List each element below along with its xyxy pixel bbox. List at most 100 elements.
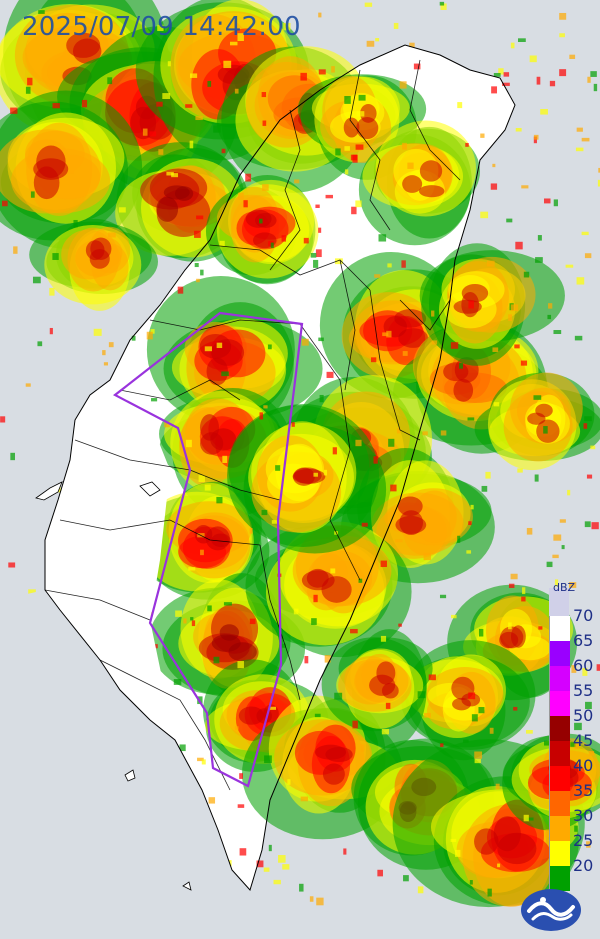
radar-echo <box>156 196 179 222</box>
radar-echo-speck <box>440 3 447 10</box>
legend-swatch <box>549 691 570 716</box>
radar-echo-speck <box>547 314 552 320</box>
radar-echo-speck <box>200 269 204 276</box>
radar-echo-speck <box>150 329 155 334</box>
radar-echo-speck <box>381 728 390 735</box>
radar-echo-speck <box>534 474 539 482</box>
radar-echo <box>453 378 474 402</box>
radar-echo-speck <box>431 340 438 345</box>
radar-echo-speck <box>569 54 576 59</box>
radar-echo-speck <box>301 338 309 346</box>
radar-echo-speck <box>149 131 157 137</box>
radar-echo-speck <box>171 173 179 178</box>
legend-swatch <box>549 616 570 641</box>
radar-echo-speck <box>468 300 474 309</box>
radar-echo <box>314 744 347 760</box>
radar-echo-speck <box>399 81 407 89</box>
radar-echo-speck <box>167 61 171 67</box>
radar-echo-speck <box>493 72 501 77</box>
radar-echo <box>474 828 499 855</box>
radar-echo-speck <box>158 149 164 155</box>
radar-echo-speck <box>471 714 478 722</box>
radar-echo-speck <box>422 431 428 436</box>
radar-echo-speck <box>355 439 362 447</box>
radar-echo-speck <box>238 192 244 200</box>
radar-echo-speck <box>263 405 268 409</box>
radar-echo-speck <box>358 94 366 101</box>
radar-echo-speck <box>537 235 542 241</box>
legend-label: 70 <box>573 606 594 625</box>
radar-echo-speck <box>401 260 406 268</box>
radar-echo-speck <box>374 274 381 278</box>
radar-echo-speck <box>486 260 495 267</box>
radar-echo-speck <box>549 80 556 87</box>
radar-echo-speck <box>103 362 108 366</box>
legend-label: 35 <box>573 781 594 800</box>
radar-echo-speck <box>536 76 541 85</box>
radar-echo-speck <box>287 779 291 785</box>
radar-echo-speck <box>314 713 321 718</box>
radar-echo-speck <box>450 614 457 619</box>
radar-echo-speck <box>587 76 591 83</box>
radar-echo-speck <box>495 783 500 790</box>
radar-echo-speck <box>188 567 196 571</box>
radar-echo-speck <box>480 211 489 219</box>
reflectivity-legend: dBZ 70 65 60 55 50 45 40 35 30 25 20 <box>549 582 600 892</box>
radar-echo-speck <box>529 55 537 63</box>
radar-echo <box>238 706 265 725</box>
radar-echo-speck <box>567 489 571 496</box>
radar-echo-speck <box>8 562 16 568</box>
radar-echo-speck <box>313 259 319 268</box>
radar-echo-speck <box>259 412 264 420</box>
radar-echo-speck <box>344 96 351 104</box>
radar-echo-speck <box>73 219 78 228</box>
radar-echo-speck <box>546 561 553 568</box>
radar-echo-speck <box>590 71 597 77</box>
radar-echo-speck <box>335 148 341 156</box>
coastline <box>44 44 516 891</box>
radar-echo-speck <box>561 545 565 550</box>
radar-echo <box>211 339 245 366</box>
radar-echo-speck <box>237 660 244 669</box>
radar-echo-speck <box>508 314 512 322</box>
radar-echo-speck <box>183 618 187 624</box>
radar-echo-speck <box>223 602 232 606</box>
radar-echo-speck <box>282 864 290 870</box>
radar-echo-speck <box>545 829 552 838</box>
radar-echo-speck <box>533 395 542 400</box>
radar-echo-speck <box>373 456 378 464</box>
radar-echo-speck <box>364 2 373 7</box>
radar-echo-speck <box>162 93 171 100</box>
radar-echo-speck <box>264 755 272 764</box>
legend-swatch <box>549 641 570 666</box>
radar-echo-speck <box>318 12 322 18</box>
radar-echo-speck <box>237 33 244 41</box>
radar-echo-speck <box>515 127 522 132</box>
radar-echo-speck <box>576 277 585 285</box>
legend-label: 50 <box>573 706 594 725</box>
radar-echo-speck <box>315 249 322 258</box>
radar-echo-speck <box>586 841 591 848</box>
radar-echo-speck <box>468 692 476 700</box>
radar-echo <box>211 533 231 547</box>
radar-echo-speck <box>358 578 363 583</box>
radar-echo-speck <box>463 739 469 743</box>
radar-echo-speck <box>25 86 31 94</box>
radar-echo-speck <box>525 730 533 734</box>
radar-echo-speck <box>131 335 136 341</box>
radar-echo-speck <box>273 879 281 885</box>
radar-echo-speck <box>175 610 182 617</box>
radar-echo-speck <box>474 751 483 759</box>
radar-echo-speck <box>261 92 267 98</box>
radar-echo <box>90 237 112 261</box>
radar-echo-speck <box>216 496 223 504</box>
radar-echo-speck <box>468 521 472 526</box>
radar-echo-speck <box>331 66 335 73</box>
radar-echo-speck <box>267 344 272 350</box>
radar-echo-speck <box>324 655 331 663</box>
radar-echo-speck <box>81 99 88 108</box>
radar-echo-speck <box>38 10 45 14</box>
radar-echo <box>322 763 345 785</box>
